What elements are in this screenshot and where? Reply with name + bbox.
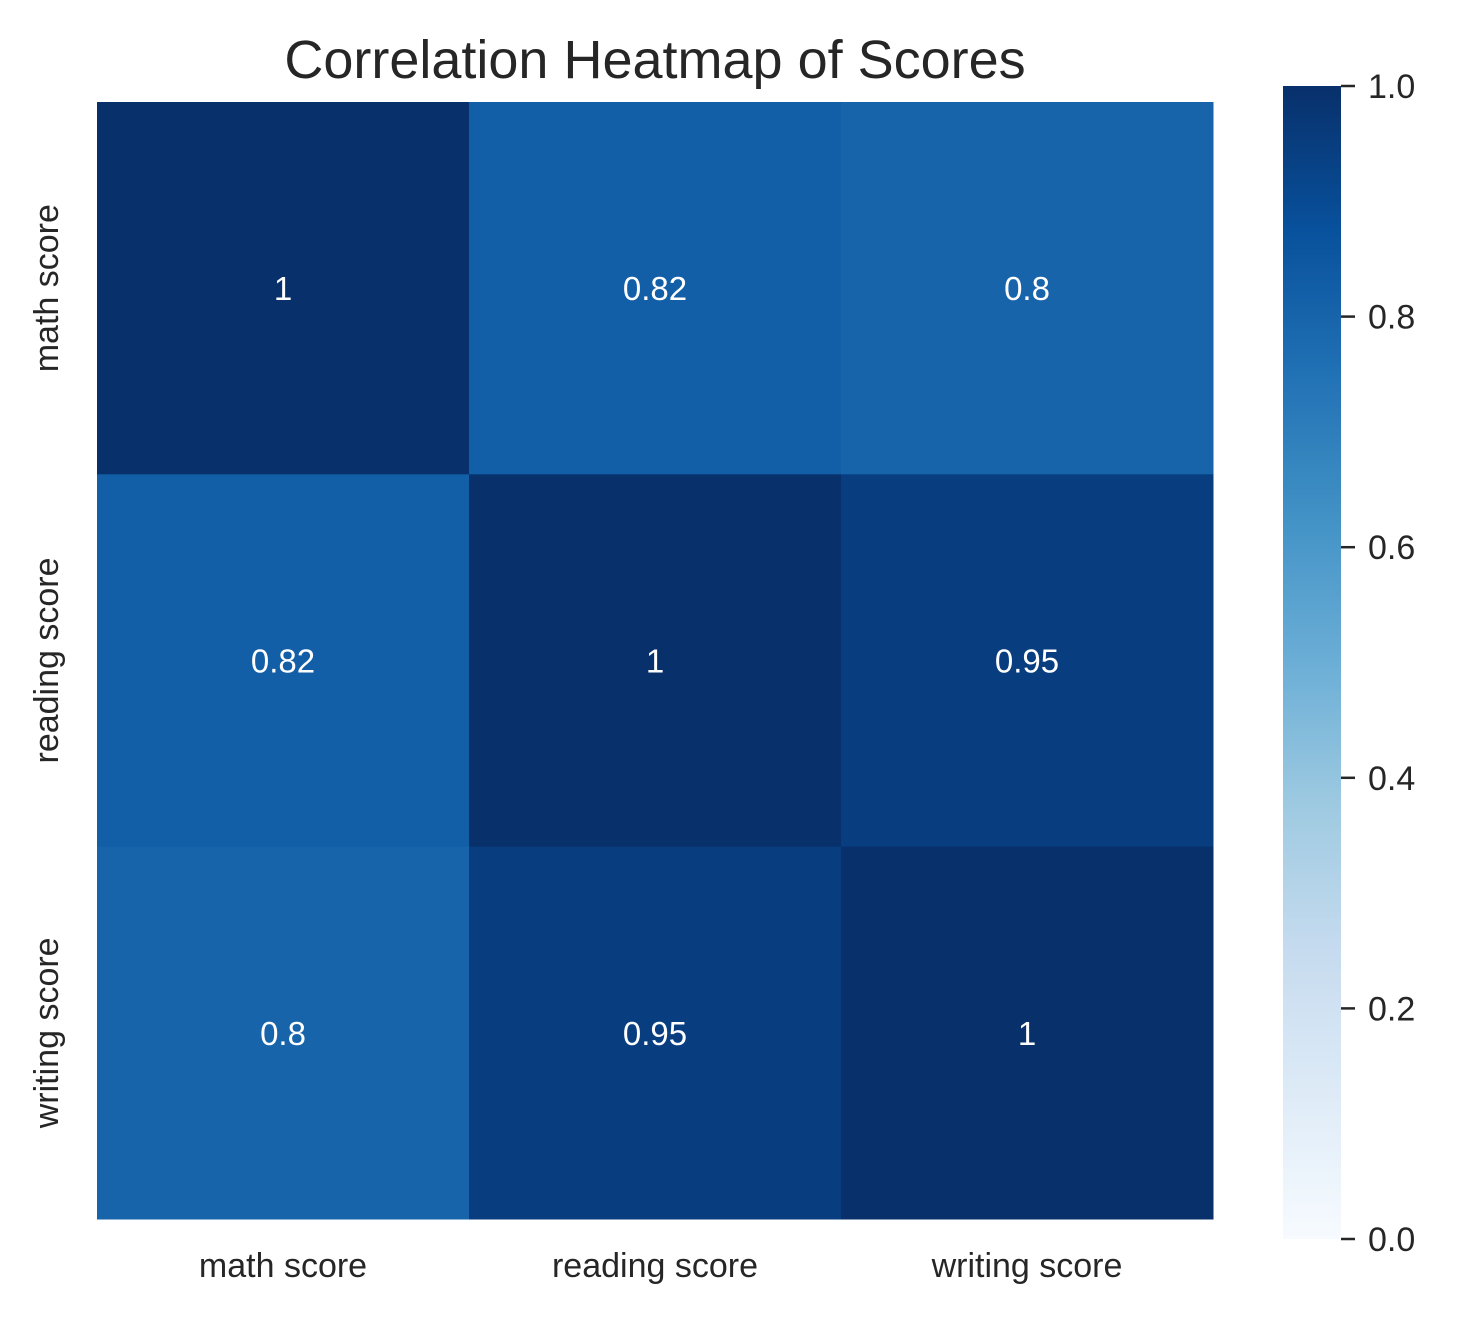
colorbar-tick-label: 0.8 xyxy=(1368,299,1415,337)
heatmap-annotations: 1 0.82 0.8 0.82 1 0.95 0.8 0.95 1 xyxy=(251,270,1059,1052)
chart-title: Correlation Heatmap of Scores xyxy=(284,30,1025,90)
heatmap-cell-2-0 xyxy=(97,846,470,1220)
heatmap-cell-0-2 xyxy=(841,102,1214,475)
cell-annotation-1-1: 1 xyxy=(646,643,664,680)
x-tick-label: reading score xyxy=(552,1247,758,1285)
y-tick-label: reading score xyxy=(28,557,66,763)
colorbar-tick-label: 0.0 xyxy=(1368,1221,1415,1259)
cell-annotation-2-0: 0.8 xyxy=(260,1015,306,1052)
heatmap-cell-1-1 xyxy=(469,474,842,848)
cell-annotation-1-0: 0.82 xyxy=(251,643,315,680)
colorbar-tick-label: 0.4 xyxy=(1368,760,1415,798)
x-axis-tick-labels: math score reading score writing score xyxy=(199,1247,1123,1285)
x-tick-label: math score xyxy=(199,1247,367,1285)
x-tick-label: writing score xyxy=(931,1247,1123,1285)
heatmap-cell-2-2 xyxy=(841,846,1214,1220)
colorbar-tick-label: 1.0 xyxy=(1368,68,1415,106)
y-tick-label: writing score xyxy=(28,937,66,1129)
colorbar-gradient xyxy=(1283,86,1341,1239)
colorbar-tick-label: 0.2 xyxy=(1368,990,1415,1028)
cell-annotation-0-0: 1 xyxy=(274,270,292,307)
heatmap-cell-0-1 xyxy=(469,102,842,475)
colorbar-tick-label: 0.6 xyxy=(1368,529,1415,567)
heatmap-cells xyxy=(97,102,1214,1220)
cell-annotation-2-1: 0.95 xyxy=(623,1015,687,1052)
colorbar: 0.0 0.2 0.4 0.6 0.8 1.0 xyxy=(1283,68,1415,1259)
cell-annotation-2-2: 1 xyxy=(1018,1015,1036,1052)
y-axis-tick-labels: math score reading score writing score xyxy=(28,204,66,1129)
cell-annotation-0-1: 0.82 xyxy=(623,270,687,307)
y-tick-label: math score xyxy=(28,204,66,372)
heatmap-cell-2-1 xyxy=(469,846,842,1220)
heatmap-cell-1-2 xyxy=(841,474,1214,848)
cell-annotation-1-2: 0.95 xyxy=(995,643,1059,680)
heatmap-cell-1-0 xyxy=(97,474,470,848)
cell-annotation-0-2: 0.8 xyxy=(1004,270,1050,307)
heatmap-cell-0-0 xyxy=(97,102,470,475)
